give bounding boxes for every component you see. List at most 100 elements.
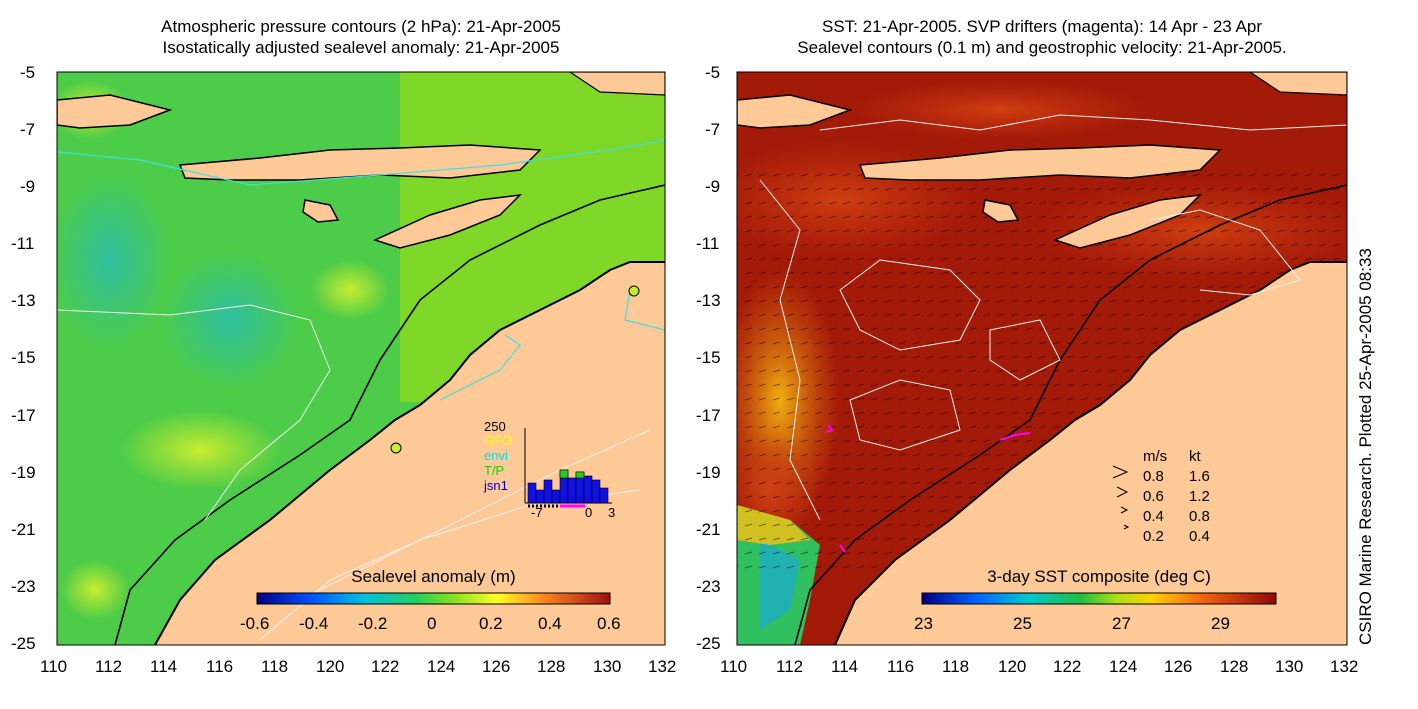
inset-legend-gfo: GFO [484, 433, 513, 448]
sla-pressure-contour-white [57, 304, 331, 521]
x-tick-label: 116 [887, 657, 915, 676]
y-tick-label: -11 [11, 234, 35, 253]
sla-colorbar-tick: 0.4 [538, 614, 562, 633]
sst-map [737, 72, 1347, 645]
y-tick-label: -13 [696, 291, 721, 310]
sla-timor-island [372, 193, 523, 249]
sst-sealevel-contour [759, 179, 821, 521]
inset-legend-jsn1: jsn1 [484, 478, 508, 493]
y-tick-label: -25 [696, 634, 721, 653]
sst-coastline [834, 261, 1347, 645]
x-tick-label: 122 [1053, 657, 1082, 676]
y-tick-label: -7 [20, 120, 36, 139]
sst-colorbar-tick: 25 [1013, 614, 1032, 633]
sla-coastline [154, 261, 665, 645]
y-tick-label: -19 [11, 463, 36, 482]
sst-lesser-sunda-islands [858, 144, 1222, 181]
y-tick-label: -23 [696, 577, 721, 596]
x-tick-label: 130 [593, 657, 622, 676]
velocity-legend-header-kt: kt [1189, 448, 1201, 465]
right-title: SST: 21-Apr-2005. SVP drifters (magenta)… [737, 16, 1347, 58]
x-tick-label: 110 [720, 657, 748, 676]
sla-tide-gauge-marker [628, 285, 640, 297]
velocity-legend-kt: 0.8 [1189, 508, 1210, 525]
y-tick-label: -15 [696, 348, 721, 367]
sla-colorbar-tick: 0 [427, 614, 437, 633]
sst-colorbar-tick: 23 [914, 614, 933, 633]
velocity-legend-ms: 0.2 [1143, 528, 1164, 545]
x-tick-label: 120 [998, 657, 1027, 676]
sla-colorbar-tick: -0.2 [358, 614, 388, 633]
x-tick-label: 132 [1330, 657, 1359, 676]
sla-isobath [114, 184, 665, 645]
x-tick-label: 128 [1220, 657, 1249, 676]
x-tick-label: 120 [316, 657, 345, 676]
sst-timor-island [1052, 193, 1203, 249]
x-tick-label: 128 [537, 657, 566, 676]
velocity-legend-header-ms: m/s [1143, 448, 1168, 465]
left-title-line2: Isostatically adjusted sealevel anomaly:… [162, 38, 560, 57]
left-title: Atmospheric pressure contours (2 hPa): 2… [57, 16, 665, 58]
sla-colorbar-tick: 0.2 [479, 614, 503, 633]
x-tick-label: 112 [95, 657, 123, 676]
sst-colorbar-tick: 29 [1211, 614, 1230, 633]
sla-pressure-contour-cyan [57, 139, 665, 186]
y-tick-label: -15 [11, 348, 36, 367]
sst-colorbar-label: 3-day SST composite (deg C) [987, 567, 1211, 586]
y-tick-label: -5 [20, 63, 36, 82]
left-title-line1: Atmospheric pressure contours (2 hPa): 2… [161, 17, 561, 36]
x-tick-label: 112 [776, 657, 804, 676]
sla-colorbar-tick: -0.4 [299, 614, 329, 633]
velocity-legend: m/s kt 0.8 1.6 0.6 1.2 0.4 0.8 0.2 0.4 [1143, 447, 1210, 547]
x-tick-label: 132 [648, 657, 677, 676]
velocity-legend-ms: 0.6 [1143, 488, 1164, 505]
velocity-legend-kt: 0.4 [1189, 528, 1210, 545]
sst-map-frame [736, 71, 1348, 646]
sla-map [57, 72, 665, 645]
y-tick-label: -9 [705, 177, 721, 196]
sst-colorbar [921, 592, 1277, 605]
inset-x-tick: -7 [531, 505, 543, 520]
x-tick-label: 124 [427, 657, 456, 676]
sla-colorbar-tick: 0.6 [597, 614, 621, 633]
y-tick-label: -21 [696, 520, 721, 539]
credit-text: CSIRO Marine Research. Plotted 25-Apr-20… [1356, 248, 1375, 645]
sla-map-frame [56, 71, 666, 646]
x-tick-label: 126 [1164, 657, 1193, 676]
y-tick-label: -17 [696, 406, 721, 425]
y-tick-label: -21 [11, 520, 36, 539]
x-tick-label: 118 [261, 657, 289, 676]
inset-x-tick: 0 [585, 505, 593, 520]
sla-colorbar-label: Sealevel anomaly (m) [351, 567, 516, 586]
sla-inset-histogram [524, 428, 612, 508]
sla-java-island [57, 94, 173, 129]
y-tick-label: -9 [20, 177, 36, 196]
inset-x-tick: 3 [608, 505, 616, 520]
sla-australia-land [155, 262, 665, 645]
velocity-legend-arrows [1112, 465, 1130, 530]
x-tick-label: 116 [206, 657, 234, 676]
sla-tide-gauge-marker [390, 442, 402, 454]
inset-legend: GFO envi T/P jsn1 [484, 433, 512, 493]
y-tick-label: -17 [11, 406, 36, 425]
x-tick-label: 114 [831, 657, 859, 676]
sst-australia-land [835, 262, 1347, 645]
y-tick-label: -11 [696, 234, 720, 253]
sst-drifter-track [825, 424, 834, 433]
y-tick-label: -19 [696, 463, 721, 482]
inset-legend-envi: envi [484, 448, 508, 463]
y-tick-label: -13 [11, 291, 36, 310]
x-tick-label: 114 [150, 657, 178, 676]
sla-colorbar-tick: -0.6 [240, 614, 270, 633]
y-tick-label: -25 [11, 634, 36, 653]
velocity-legend-kt: 1.2 [1189, 488, 1210, 505]
x-tick-label: 118 [942, 657, 970, 676]
sst-drifter-track [999, 432, 1031, 441]
velocity-legend-ms: 0.4 [1143, 508, 1164, 525]
inset-legend-tp: T/P [484, 463, 505, 478]
x-tick-label: 130 [1275, 657, 1304, 676]
right-title-line2: Sealevel contours (0.1 m) and geostrophi… [797, 38, 1287, 57]
sla-colorbar [256, 592, 611, 605]
velocity-legend-ms: 0.8 [1143, 468, 1164, 485]
